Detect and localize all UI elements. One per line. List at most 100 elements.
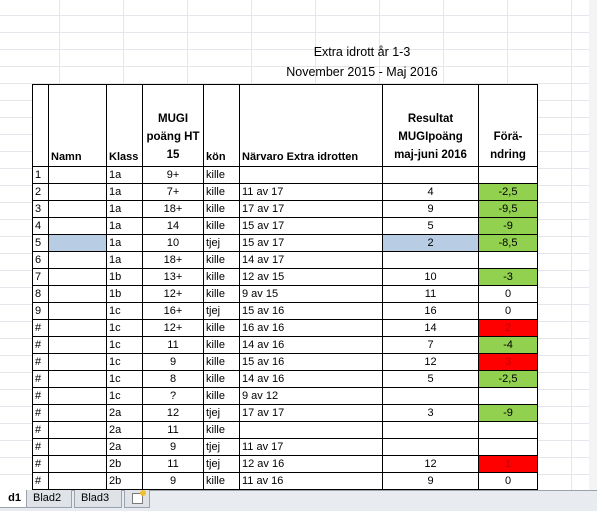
cell-nr[interactable]: #: [32, 370, 49, 388]
cell-resultat[interactable]: 2: [382, 234, 479, 252]
cell-mugi-poang[interactable]: 13+: [142, 268, 204, 286]
cell-kon[interactable]: tjej: [203, 404, 240, 422]
cell-mugi-poang[interactable]: 12+: [142, 319, 204, 337]
cell-klass[interactable]: 1a: [106, 200, 143, 218]
cell-kon[interactable]: tjej: [203, 455, 240, 473]
cell-resultat[interactable]: 3: [382, 404, 479, 422]
cell-mugi-poang[interactable]: 9+: [142, 166, 204, 184]
cell-mugi-poang[interactable]: 11: [142, 455, 204, 473]
cell-mugi-poang[interactable]: 12+: [142, 285, 204, 303]
cell-narvaro[interactable]: 12 av 16: [239, 455, 383, 473]
header-resultat[interactable]: Resultat MUGIpoäng maj-juni 2016: [382, 84, 479, 167]
cell-klass[interactable]: 1a: [106, 234, 143, 252]
cell-kon[interactable]: kille: [203, 268, 240, 286]
cell-forandring[interactable]: -8,5: [478, 234, 538, 252]
header-namn[interactable]: Namn: [48, 84, 107, 167]
cell-resultat[interactable]: 12: [382, 353, 479, 371]
cell-forandring[interactable]: -2,5: [478, 370, 538, 388]
cell-resultat[interactable]: 4: [382, 183, 479, 201]
cell-narvaro[interactable]: 15 av 16: [239, 302, 383, 320]
cell-mugi-poang[interactable]: 11: [142, 336, 204, 354]
cell-klass[interactable]: 2a: [106, 421, 143, 439]
cell-kon[interactable]: kille: [203, 217, 240, 235]
cell-forandring[interactable]: -4: [478, 336, 538, 354]
cell-klass[interactable]: 1c: [106, 302, 143, 320]
sheet-tab-blad1[interactable]: d1: [0, 490, 28, 508]
cell-forandring[interactable]: [478, 421, 538, 439]
cell-kon[interactable]: kille: [203, 285, 240, 303]
cell-mugi-poang[interactable]: 9: [142, 472, 204, 490]
cell-klass[interactable]: 1b: [106, 268, 143, 286]
cell-namn[interactable]: [48, 336, 107, 354]
cell-forandring[interactable]: 2: [478, 319, 538, 337]
cell-kon[interactable]: kille: [203, 472, 240, 490]
cell-resultat[interactable]: 16: [382, 302, 479, 320]
cell-mugi-poang[interactable]: 12: [142, 404, 204, 422]
cell-kon[interactable]: kille: [203, 353, 240, 371]
cell-resultat[interactable]: 5: [382, 217, 479, 235]
cell-kon[interactable]: kille: [203, 336, 240, 354]
cell-nr[interactable]: #: [32, 421, 49, 439]
cell-klass[interactable]: 1c: [106, 387, 143, 405]
cell-narvaro[interactable]: 17 av 17: [239, 200, 383, 218]
cell-klass[interactable]: 1b: [106, 285, 143, 303]
cell-forandring[interactable]: 1: [478, 455, 538, 473]
cell-nr[interactable]: 4: [32, 217, 49, 235]
cell-namn[interactable]: [48, 387, 107, 405]
header-narvaro[interactable]: Närvaro Extra idrotten: [239, 84, 383, 167]
cell-nr[interactable]: 9: [32, 302, 49, 320]
cell-kon[interactable]: kille: [203, 251, 240, 269]
cell-namn[interactable]: [48, 370, 107, 388]
cell-namn[interactable]: [48, 404, 107, 422]
cell-narvaro[interactable]: 11 av 17: [239, 183, 383, 201]
cell-forandring[interactable]: 0: [478, 285, 538, 303]
cell-nr[interactable]: 3: [32, 200, 49, 218]
cell-nr[interactable]: 8: [32, 285, 49, 303]
cell-forandring[interactable]: [478, 438, 538, 456]
cell-forandring[interactable]: [478, 166, 538, 184]
cell-nr[interactable]: 1: [32, 166, 49, 184]
cell-mugi-poang[interactable]: 8: [142, 370, 204, 388]
sheet-tab-blad3[interactable]: Blad3: [74, 490, 122, 508]
cell-nr[interactable]: #: [32, 319, 49, 337]
header-mugi-poang[interactable]: MUGI poäng HT 15: [142, 84, 204, 167]
cell-namn[interactable]: [48, 302, 107, 320]
cell-resultat[interactable]: 10: [382, 268, 479, 286]
cell-narvaro[interactable]: 17 av 17: [239, 404, 383, 422]
cell-klass[interactable]: 1a: [106, 166, 143, 184]
cell-mugi-poang[interactable]: 7+: [142, 183, 204, 201]
cell-kon[interactable]: kille: [203, 370, 240, 388]
cell-forandring[interactable]: -9,5: [478, 200, 538, 218]
cell-nr[interactable]: #: [32, 455, 49, 473]
cell-narvaro[interactable]: 15 av 17: [239, 217, 383, 235]
cell-nr[interactable]: 7: [32, 268, 49, 286]
cell-narvaro[interactable]: 9 av 15: [239, 285, 383, 303]
cell-forandring[interactable]: -2,5: [478, 183, 538, 201]
cell-resultat[interactable]: [382, 387, 479, 405]
header-nr[interactable]: [32, 84, 49, 167]
cell-klass[interactable]: 1c: [106, 353, 143, 371]
cell-kon[interactable]: kille: [203, 183, 240, 201]
cell-forandring[interactable]: -9: [478, 404, 538, 422]
cell-resultat[interactable]: 12: [382, 455, 479, 473]
cell-namn[interactable]: [48, 268, 107, 286]
cell-namn[interactable]: [48, 234, 107, 252]
cell-klass[interactable]: 2a: [106, 438, 143, 456]
cell-klass[interactable]: 1a: [106, 183, 143, 201]
cell-klass[interactable]: 2a: [106, 404, 143, 422]
cell-mugi-poang[interactable]: 18+: [142, 251, 204, 269]
cell-namn[interactable]: [48, 455, 107, 473]
cell-forandring[interactable]: 3: [478, 353, 538, 371]
cell-klass[interactable]: 2b: [106, 455, 143, 473]
cell-forandring[interactable]: 0: [478, 302, 538, 320]
cell-namn[interactable]: [48, 319, 107, 337]
cell-kon[interactable]: kille: [203, 421, 240, 439]
cell-resultat[interactable]: [382, 438, 479, 456]
cell-narvaro[interactable]: 14 av 16: [239, 370, 383, 388]
cell-nr[interactable]: #: [32, 404, 49, 422]
cell-namn[interactable]: [48, 438, 107, 456]
cell-nr[interactable]: 6: [32, 251, 49, 269]
cell-nr[interactable]: 5: [32, 234, 49, 252]
cell-resultat[interactable]: 7: [382, 336, 479, 354]
cell-namn[interactable]: [48, 200, 107, 218]
